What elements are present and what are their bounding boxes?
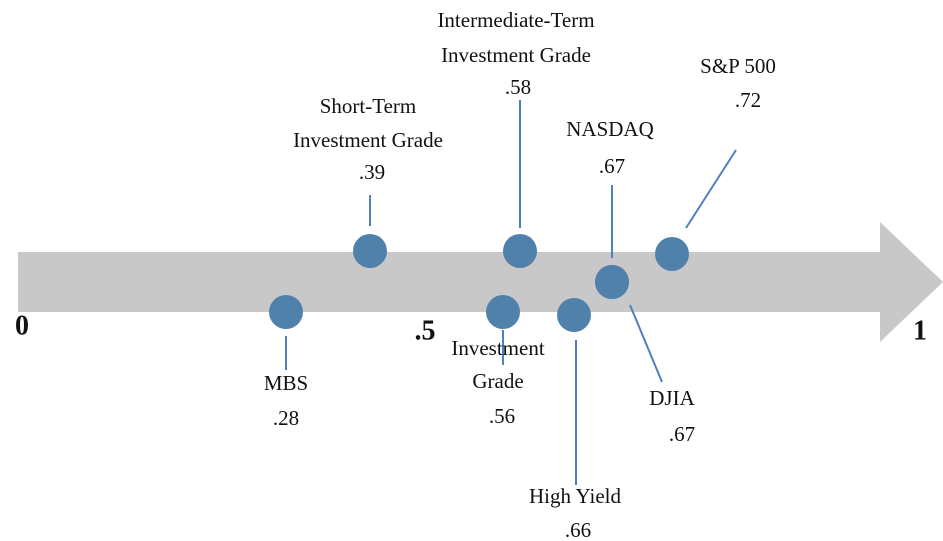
node-label: Grade — [472, 369, 523, 393]
node-value: .72 — [735, 88, 761, 112]
node-value: .56 — [489, 404, 515, 428]
axis-label: 0 — [15, 310, 29, 341]
dot — [655, 237, 689, 271]
node-label: S&P 500 — [700, 54, 776, 78]
dot — [595, 265, 629, 299]
node-label: High Yield — [529, 484, 621, 508]
node-label: Intermediate-Term — [437, 8, 594, 32]
arrow — [18, 222, 943, 342]
dot — [557, 298, 591, 332]
node-label: Investment Grade — [293, 128, 443, 152]
dot — [353, 234, 387, 268]
node-label: NASDAQ — [566, 117, 654, 141]
node-label: MBS — [264, 371, 308, 395]
leader-line — [685, 149, 737, 229]
leader-line — [629, 304, 663, 383]
node-value: .58 — [505, 75, 531, 99]
node-value: .28 — [273, 406, 299, 430]
node-label: Investment — [451, 336, 544, 360]
node-label: Investment Grade — [441, 43, 591, 67]
node-value: .67 — [669, 422, 695, 446]
node-label: Short-Term — [320, 94, 417, 118]
dot — [269, 295, 303, 329]
node-value: .66 — [565, 518, 591, 541]
dot — [503, 234, 537, 268]
node-label: DJIA — [649, 386, 695, 410]
axis-label: .5 — [415, 315, 436, 346]
node-value: .39 — [359, 160, 385, 184]
axis-label: 1 — [913, 315, 927, 346]
dot — [486, 295, 520, 329]
node-value: .67 — [599, 154, 625, 178]
